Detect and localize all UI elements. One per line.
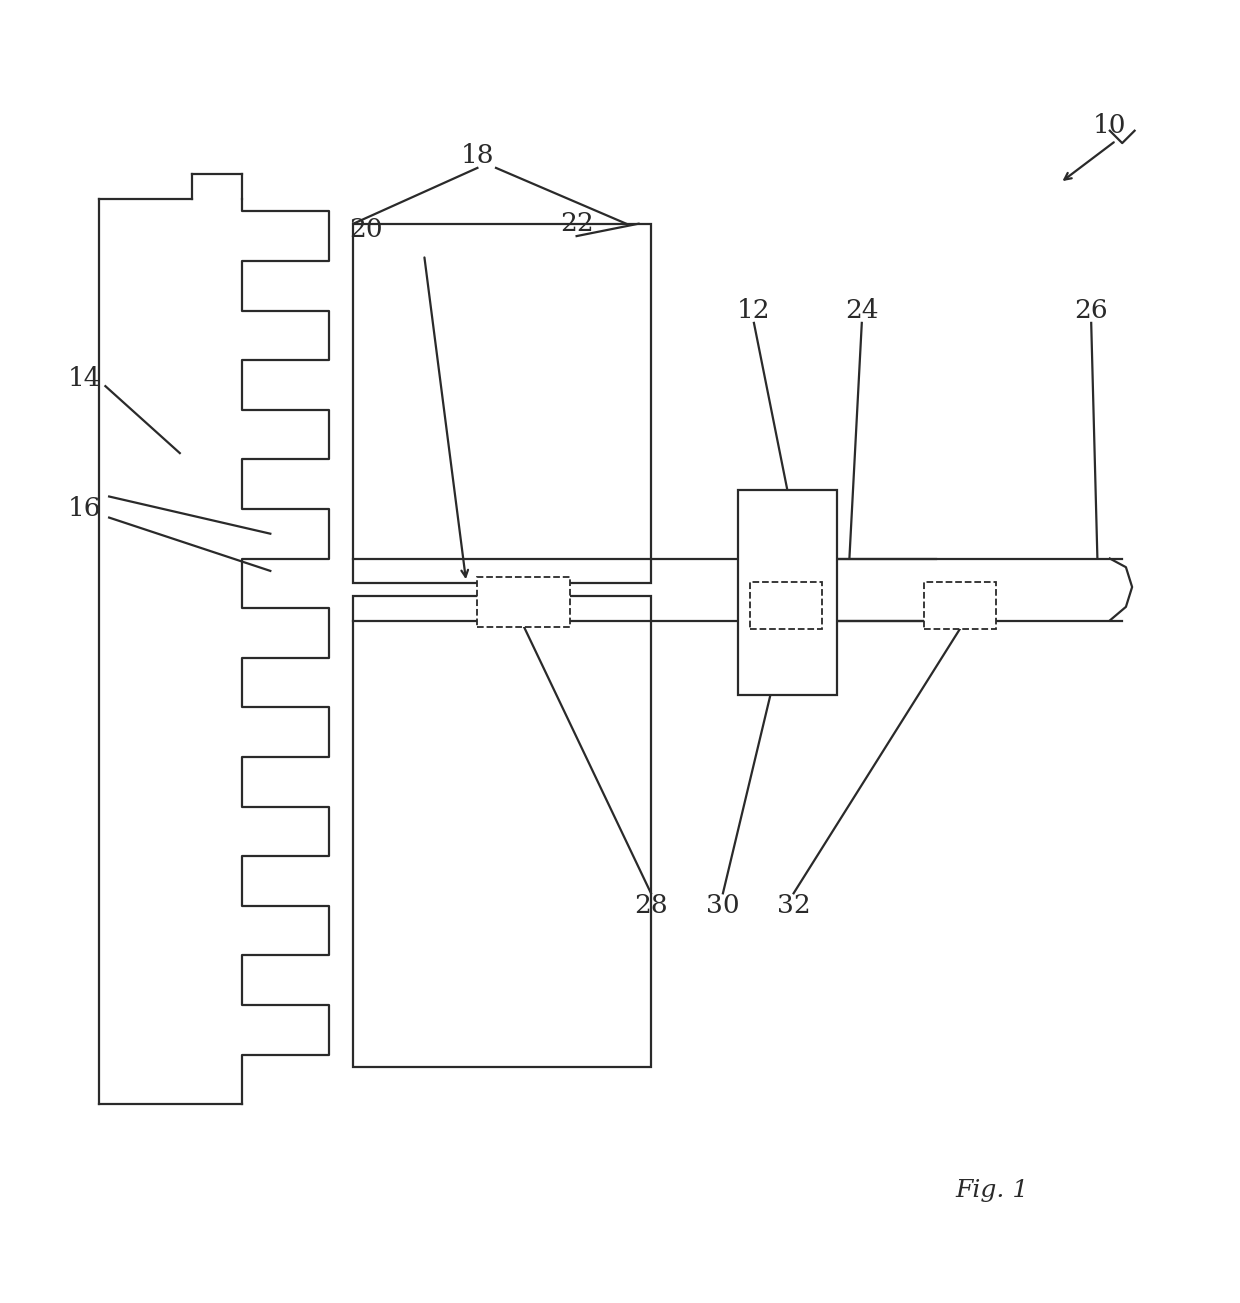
Bar bbox=[353, 595, 651, 1067]
Text: 12: 12 bbox=[737, 298, 771, 323]
Bar bbox=[738, 490, 837, 694]
Text: Fig. 1: Fig. 1 bbox=[955, 1179, 1029, 1203]
Bar bbox=[353, 224, 651, 584]
Text: 16: 16 bbox=[67, 496, 102, 521]
Text: 30: 30 bbox=[706, 893, 740, 919]
Text: 20: 20 bbox=[348, 218, 383, 242]
Text: 26: 26 bbox=[1074, 298, 1109, 323]
Bar bbox=[924, 582, 996, 629]
Text: 32: 32 bbox=[776, 893, 811, 919]
Text: 28: 28 bbox=[634, 893, 668, 919]
Text: 18: 18 bbox=[460, 143, 495, 168]
Text: 22: 22 bbox=[559, 211, 594, 236]
Text: 14: 14 bbox=[67, 366, 102, 391]
Bar bbox=[750, 582, 822, 629]
Text: 24: 24 bbox=[844, 298, 879, 323]
Text: 10: 10 bbox=[1092, 113, 1127, 138]
Bar bbox=[477, 577, 570, 627]
